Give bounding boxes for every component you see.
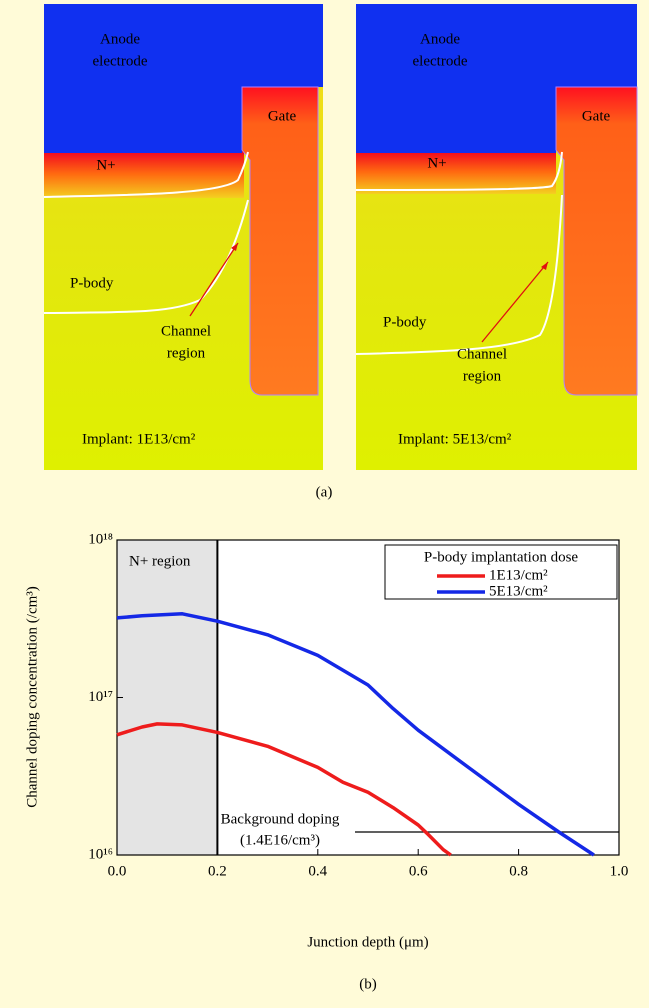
label: Gate (582, 108, 611, 124)
x-tick-label: 1.0 (610, 863, 629, 879)
label: N+ (427, 155, 446, 171)
annotation: Background doping (221, 811, 340, 827)
anode-area (356, 4, 637, 87)
x-axis-title: Junction depth (μm) (307, 934, 428, 950)
label: Channel (457, 346, 507, 362)
n-plus-area (44, 150, 244, 198)
anode-area (44, 87, 242, 153)
annotation: N+ region (129, 553, 191, 569)
label: Anode (100, 31, 140, 47)
x-tick-label: 0.0 (108, 863, 127, 879)
page: Anode electrode Gate N+ P-body Channel r… (0, 0, 649, 1008)
shaded-region (117, 540, 217, 855)
label: Channel (161, 323, 211, 339)
legend-label: 5E13/cm² (489, 583, 548, 599)
label: N+ (96, 157, 115, 173)
x-tick-label: 0.8 (509, 863, 528, 879)
x-tick-label: 0.2 (208, 863, 227, 879)
label: Implant: 5E13/cm² (398, 431, 512, 447)
anode-area (44, 4, 323, 87)
label: electrode (413, 53, 468, 69)
label: Anode (420, 31, 460, 47)
simulation-image: Anode electrode Gate N+ P-body Channel r… (44, 4, 323, 470)
label: region (463, 368, 502, 384)
gate-area (242, 87, 318, 395)
label: electrode (93, 53, 148, 69)
x-tick-label: 0.6 (409, 863, 428, 879)
gate-area (556, 87, 637, 395)
y-tick-label: 10¹⁸ (88, 531, 113, 547)
simulation-image: Anode electrode Gate N+ P-body Channel r… (356, 4, 637, 470)
x-tick-label: 0.4 (308, 863, 327, 879)
label: P-body (383, 314, 427, 330)
figure: Anode electrode Gate N+ P-body Channel r… (0, 0, 649, 1008)
label: Gate (268, 108, 297, 124)
annotation: (1.4E16/cm³) (240, 832, 320, 848)
y-tick-label: 10¹⁷ (88, 689, 113, 705)
legend-title: P-body implantation dose (424, 549, 578, 565)
label: P-body (70, 275, 114, 291)
legend-label: 1E13/cm² (489, 567, 548, 583)
label: Implant: 1E13/cm² (82, 431, 196, 447)
caption: (a) (316, 484, 333, 500)
label: region (167, 345, 206, 361)
anode-area (356, 87, 556, 153)
caption: (b) (359, 976, 377, 992)
y-axis-title: Channel doping concentration (/cm³) (24, 586, 40, 808)
y-tick-label: 10¹⁶ (88, 846, 113, 862)
